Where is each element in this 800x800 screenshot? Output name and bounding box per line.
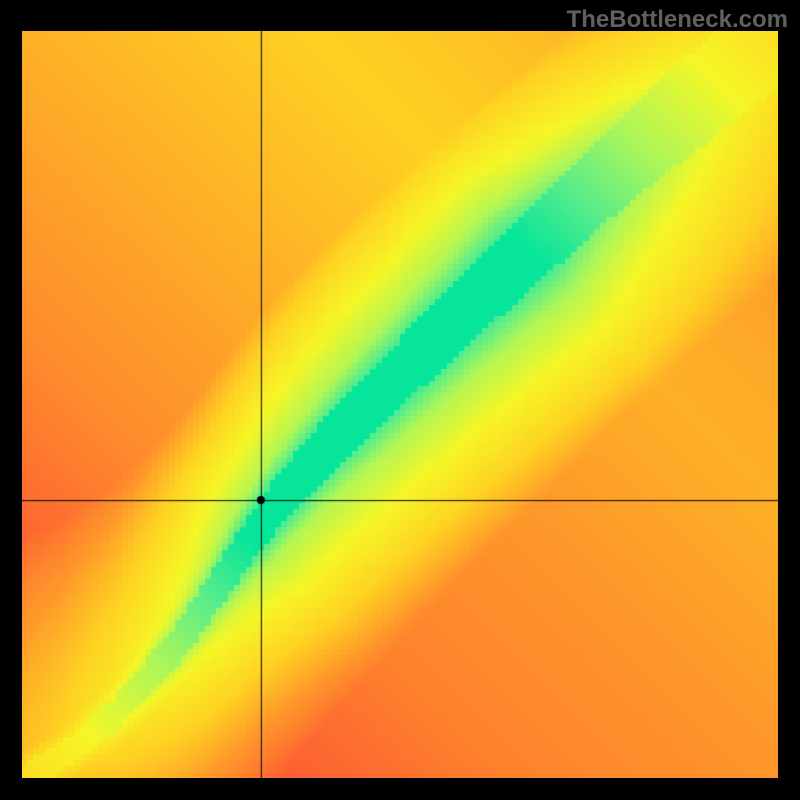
chart-container: TheBottleneck.com (0, 0, 800, 800)
watermark-text: TheBottleneck.com (567, 6, 788, 34)
bottleneck-heatmap (22, 31, 778, 778)
